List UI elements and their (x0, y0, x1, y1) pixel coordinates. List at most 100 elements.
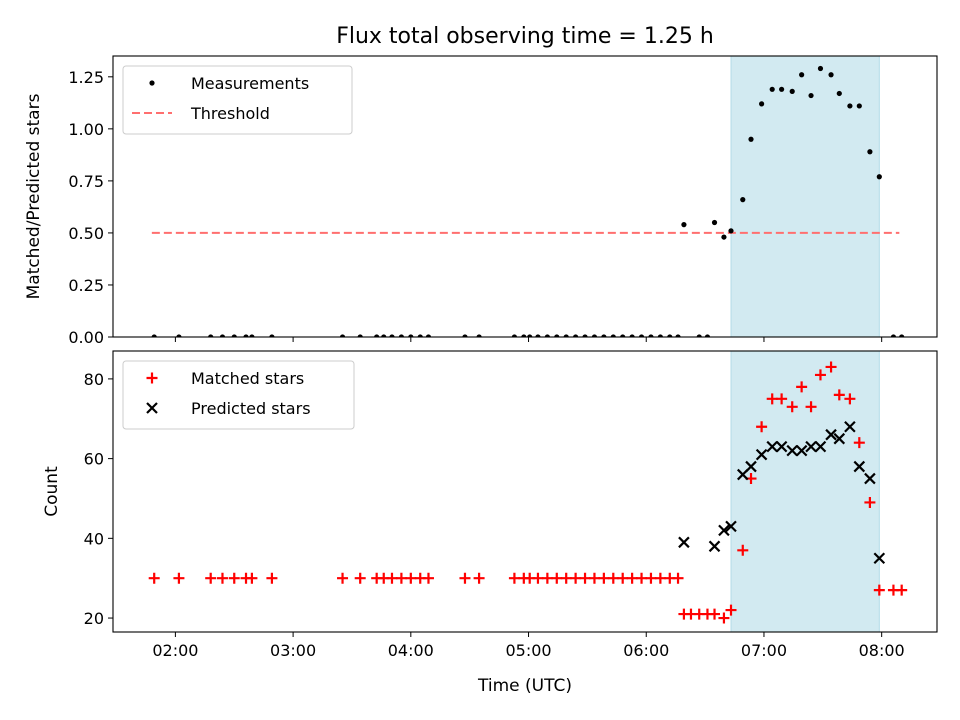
y-tick-label: 1.25 (68, 68, 104, 87)
data-point (796, 381, 808, 393)
y-axis-label: Count (42, 466, 62, 517)
y-tick-label: 40 (84, 529, 104, 548)
data-point (657, 334, 663, 337)
data-point (551, 572, 563, 584)
data-point (776, 393, 788, 405)
data-point (473, 572, 485, 584)
data-point (339, 334, 346, 337)
data-point (579, 572, 591, 584)
chart-title: Flux total observing time = 1.25 h (336, 24, 714, 49)
data-point (766, 440, 778, 453)
data-point (873, 552, 886, 565)
subplot-1: 0.00 0.25 0.50 0.75 1.00 1.25 Matched/Predicte… (24, 55, 938, 347)
data-point (748, 136, 754, 142)
data-point (601, 334, 607, 337)
data-point (357, 334, 363, 337)
data-point (610, 334, 616, 337)
data-point (721, 234, 727, 240)
data-point (573, 334, 579, 337)
data-point (246, 572, 258, 584)
data-point (786, 444, 798, 457)
data-point (799, 72, 805, 78)
y-tick-label: 0.50 (68, 224, 104, 243)
y-axis-label: Matched/Predicted stars (24, 93, 44, 299)
data-point (740, 197, 746, 203)
legend-item: Predicted stars (146, 399, 311, 418)
data-point (219, 334, 226, 337)
data-point (228, 572, 240, 584)
data-point (636, 572, 648, 584)
data-point (354, 572, 366, 584)
data-point (745, 460, 757, 473)
data-point (535, 334, 541, 337)
data-point (825, 361, 837, 373)
legend-marker (149, 80, 155, 86)
data-point (725, 520, 737, 533)
data-point (405, 572, 417, 584)
data-point (718, 524, 730, 537)
data-point (591, 334, 598, 337)
data-point (709, 608, 721, 620)
legend-label: Measurements (191, 74, 309, 93)
x-tick-label: 06:00 (623, 641, 669, 660)
data-point (711, 219, 718, 226)
data-point (243, 334, 249, 337)
data-point (808, 92, 814, 99)
legend-box (122, 65, 353, 135)
data-point (805, 440, 817, 453)
data-point (563, 334, 569, 337)
data-point (588, 572, 600, 584)
x-tick-label: 04:00 (388, 641, 434, 660)
data-point (386, 572, 398, 584)
data-point (151, 334, 157, 337)
data-point (629, 334, 635, 337)
data-point (208, 334, 214, 337)
data-point (681, 222, 687, 228)
data-point (462, 334, 468, 337)
data-point (425, 334, 432, 337)
data-point (755, 448, 768, 461)
data-point (374, 334, 380, 337)
data-point (148, 572, 160, 584)
data-point (422, 572, 434, 584)
legend-label: Threshold (190, 104, 270, 123)
plot-area (151, 56, 905, 337)
data-point (554, 334, 560, 337)
data-point (899, 334, 905, 337)
legend-item: Measurements (149, 74, 309, 93)
data-point (817, 65, 824, 72)
data-point (789, 88, 795, 94)
data-point (864, 496, 876, 508)
y-tick-label: 80 (84, 370, 104, 389)
data-point (856, 103, 862, 109)
data-point (527, 334, 533, 337)
data-point (337, 572, 349, 584)
data-point (718, 612, 730, 624)
data-point (598, 572, 610, 584)
data-point (779, 86, 785, 92)
data-point (795, 444, 808, 457)
legend-label: Predicted stars (191, 399, 311, 418)
legend-item: Matched stars (146, 369, 304, 388)
highlight-span (730, 351, 880, 632)
data-point (654, 572, 666, 584)
data-point (844, 393, 856, 405)
data-point (389, 334, 395, 337)
series-matched-stars (148, 361, 908, 624)
series-measurements (151, 65, 905, 337)
data-point (667, 334, 673, 337)
data-point (617, 572, 629, 584)
data-point (704, 334, 711, 337)
y-tick-label: 0.75 (68, 172, 104, 191)
data-point (814, 369, 826, 381)
data-point (408, 334, 414, 337)
series-predicted-stars (678, 420, 886, 565)
x-tick-label: 08:00 (859, 641, 905, 660)
data-point (173, 572, 185, 584)
x-tick-label: 05:00 (505, 641, 551, 660)
y-tick-label: 0.00 (68, 328, 104, 347)
data-point (205, 572, 217, 584)
data-point (828, 72, 834, 78)
data-point (570, 572, 582, 584)
